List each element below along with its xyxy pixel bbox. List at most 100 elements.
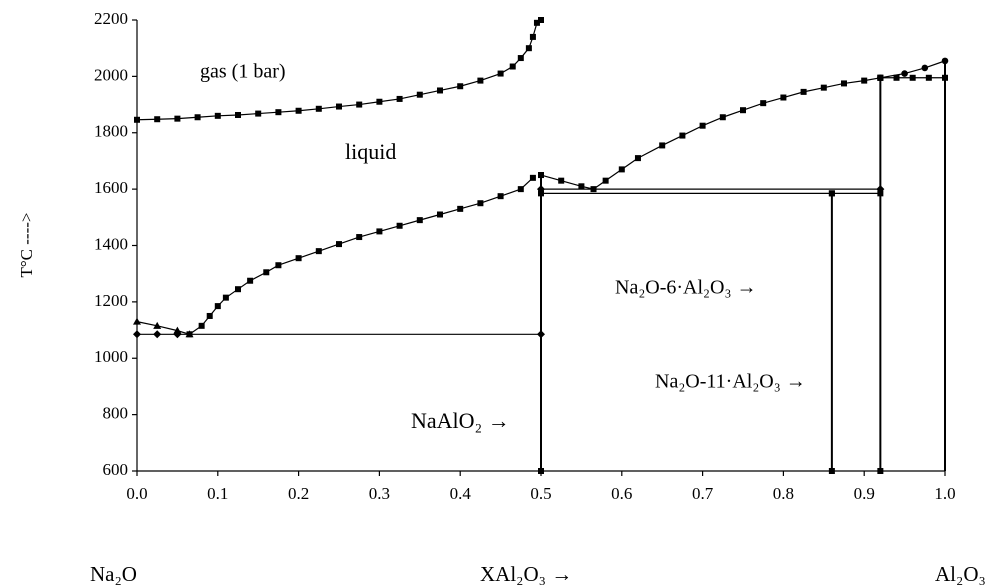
annotation: Na₂O-11·Al₂O₃ → (655, 371, 806, 393)
point (901, 70, 908, 77)
point (437, 87, 443, 94)
point (477, 77, 484, 84)
point (679, 132, 686, 139)
point (235, 111, 241, 118)
point (457, 205, 464, 212)
point (497, 193, 504, 200)
point (315, 248, 322, 255)
point (800, 88, 807, 95)
x-tick-label: 0.6 (611, 484, 632, 503)
point (828, 190, 835, 197)
point (921, 64, 929, 72)
point (263, 269, 270, 276)
point (517, 55, 524, 62)
x-tick-label: 0.7 (692, 484, 714, 503)
x-tick-label: 0.1 (207, 484, 228, 503)
point (174, 115, 181, 122)
point (154, 116, 161, 123)
point (198, 322, 205, 329)
point (356, 101, 363, 108)
point (173, 326, 182, 334)
point (235, 286, 241, 293)
point (477, 200, 484, 207)
point (315, 105, 322, 112)
point (909, 74, 916, 81)
point (214, 112, 221, 119)
point (841, 80, 847, 87)
x-tick-label: 0.3 (369, 484, 390, 503)
y-tick-label: 2200 (94, 9, 128, 28)
point (699, 122, 706, 129)
point (133, 317, 141, 325)
curve (880, 60, 946, 79)
point (877, 74, 884, 81)
point (719, 114, 726, 121)
point (206, 312, 213, 319)
point (877, 468, 884, 474)
point (538, 172, 544, 179)
point (134, 116, 140, 123)
point (295, 107, 302, 114)
point (634, 155, 641, 162)
x-tick-label: 0.4 (450, 484, 472, 503)
point (602, 177, 609, 184)
y-tick-label: 1600 (94, 178, 128, 197)
point (396, 95, 403, 102)
point (558, 177, 565, 184)
y-tick-label: 2000 (94, 65, 128, 84)
annotation: liquid (345, 139, 396, 164)
point (376, 228, 383, 235)
point (247, 277, 254, 284)
point (275, 109, 282, 116)
point (437, 211, 443, 218)
point (336, 241, 342, 248)
point (275, 262, 282, 269)
point (525, 45, 532, 52)
x-tick-label: 0.9 (854, 484, 875, 503)
annotation: XAl₂O₃ → (480, 562, 572, 586)
point (529, 174, 536, 181)
point (861, 77, 868, 84)
point (740, 107, 746, 114)
point (214, 303, 221, 310)
y-axis-label: T°C ----> (17, 212, 36, 277)
point (618, 166, 625, 173)
point (336, 103, 342, 110)
point (828, 468, 835, 474)
point (222, 294, 229, 301)
point (194, 114, 201, 121)
y-tick-label: 1000 (94, 347, 128, 366)
annotation: Na₂O (90, 562, 137, 586)
y-tick-label: 800 (103, 404, 129, 423)
x-tick-label: 1.0 (934, 484, 955, 503)
point (925, 74, 932, 81)
point (893, 74, 900, 81)
y-tick-label: 600 (103, 460, 129, 479)
annotation: NaAlO₂ → (411, 408, 510, 433)
point (255, 110, 262, 117)
point (517, 186, 524, 193)
point (578, 183, 585, 190)
annotation: gas (1 bar) (200, 61, 286, 83)
point (820, 84, 827, 91)
point (416, 217, 423, 224)
point (529, 33, 536, 40)
x-tick-label: 0.0 (126, 484, 147, 503)
curve (540, 77, 881, 190)
point (356, 234, 363, 241)
point (396, 222, 403, 229)
y-tick-label: 1800 (94, 122, 128, 141)
point (153, 330, 162, 339)
point (295, 255, 302, 262)
point (416, 91, 423, 98)
point (780, 94, 787, 101)
point (376, 98, 383, 105)
annotation: Al₂O₃ (935, 562, 986, 586)
point (457, 83, 464, 90)
point (538, 17, 544, 23)
point (153, 321, 162, 329)
annotation: Na₂O-6·Al₂O₃ → (615, 277, 756, 299)
point (533, 19, 540, 26)
point (497, 70, 504, 77)
